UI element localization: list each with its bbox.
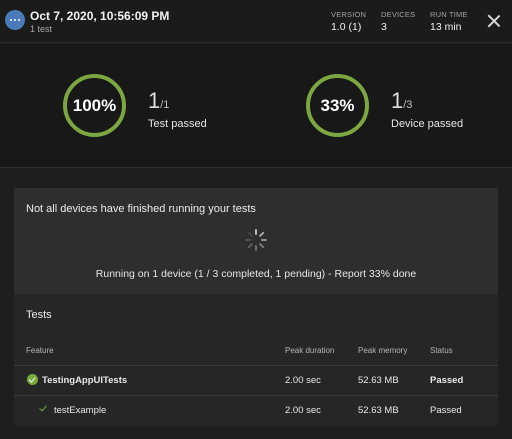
- report-panel: Not all devices have finished running yo…: [14, 188, 498, 426]
- version-label: VERSION: [331, 10, 367, 19]
- loading-spinner-icon: [245, 229, 267, 251]
- devices-denominator: /3: [403, 99, 413, 111]
- devices-meta: DEVICES 3: [381, 10, 415, 33]
- runtime-label: RUN TIME: [430, 10, 468, 19]
- status-value: Passed: [430, 375, 464, 386]
- devices-passed-label: Device passed: [391, 118, 464, 130]
- peak-memory: 52.63 MB: [358, 405, 399, 416]
- tests-fraction: 1/1: [148, 88, 169, 114]
- status-title: Not all devices have finished running yo…: [26, 203, 256, 215]
- running-status: Running on 1 device (1 / 3 completed, 1 …: [95, 268, 417, 280]
- feature-name: TestingAppUITests: [42, 375, 128, 386]
- tests-table: Tests Feature Peak duration Peak memory …: [14, 294, 498, 426]
- more-dots-icon[interactable]: [5, 10, 25, 30]
- feature-name: testExample: [54, 405, 107, 416]
- table-row[interactable]: TestingAppUITests 2.00 sec 52.63 MB Pass…: [14, 365, 498, 395]
- runtime-value: 13 min: [430, 21, 462, 33]
- check-circle-icon: [27, 374, 38, 385]
- peak-duration: 2.00 sec: [285, 405, 321, 416]
- col-peak-duration[interactable]: Peak duration: [285, 346, 335, 355]
- run-subtitle: 1 test: [30, 24, 53, 34]
- summary-section: 100% 1/1 Test passed 33% 1/3 Device pass…: [0, 44, 512, 168]
- peak-memory: 52.63 MB: [358, 375, 399, 386]
- tests-passed-ring: 100%: [63, 74, 126, 137]
- devices-fraction: 1/3: [391, 88, 412, 114]
- col-feature[interactable]: Feature: [26, 346, 54, 355]
- peak-duration: 2.00 sec: [285, 375, 321, 386]
- devices-label: DEVICES: [381, 10, 416, 19]
- run-header: Oct 7, 2020, 10:56:09 PM 1 test VERSION …: [0, 0, 512, 43]
- run-title: Oct 7, 2020, 10:56:09 PM: [30, 9, 170, 23]
- devices-numerator: 1: [391, 88, 404, 113]
- devices-passed-ring: 33%: [306, 74, 369, 137]
- col-peak-memory[interactable]: Peak memory: [358, 346, 408, 355]
- status-value: Passed: [430, 405, 462, 416]
- devices-value: 3: [381, 21, 387, 33]
- tests-passed-label: Test passed: [148, 118, 207, 130]
- tests-denominator: /1: [160, 99, 170, 111]
- tests-numerator: 1: [148, 88, 161, 113]
- runtime-meta: RUN TIME 13 min: [430, 10, 468, 33]
- table-row[interactable]: testExample 2.00 sec 52.63 MB Passed: [14, 395, 498, 425]
- tests-title: Tests: [26, 309, 52, 321]
- check-icon: [39, 403, 47, 412]
- version-value: 1.0 (1): [331, 21, 362, 33]
- version-meta: VERSION 1.0 (1): [331, 10, 366, 33]
- col-status[interactable]: Status: [430, 346, 453, 355]
- close-icon[interactable]: [487, 14, 501, 28]
